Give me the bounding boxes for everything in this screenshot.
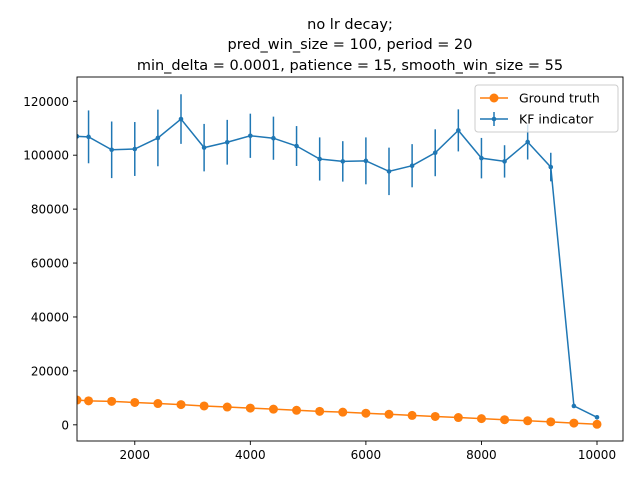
x-tick-label: 6000: [351, 448, 382, 462]
y-tick-label: 120000: [23, 95, 69, 109]
ground-truth-point: [292, 405, 302, 415]
kf-indicator-point: [248, 133, 253, 139]
ground-truth-point: [130, 397, 140, 407]
legend-ground-truth-label: Ground truth: [519, 91, 600, 106]
kf-indicator-point: [594, 414, 600, 420]
ground-truth-point: [107, 396, 117, 406]
chart-title: no lr decay; pred_win_size = 100, period…: [137, 17, 563, 74]
kf-indicator-point: [479, 155, 484, 161]
ground-truth-point: [500, 415, 510, 425]
kf-indicator-point: [502, 159, 507, 164]
legend-kf-marker: [491, 116, 497, 122]
kf-indicator-point: [432, 150, 438, 156]
ground-truth-point: [546, 417, 556, 427]
axes: 2000 4000 6000 8000 100000200004000060000800…: [23, 76, 624, 462]
x-tick-label: 8000: [466, 448, 497, 462]
ground-truth-point: [523, 416, 533, 426]
title-line-1: no lr decay;: [307, 17, 393, 33]
y-tick-label: 60000: [31, 257, 69, 271]
y-tick-label: 100000: [23, 149, 69, 163]
title-line-2: pred_win_size = 100, period = 20: [228, 37, 473, 53]
ground-truth-point: [176, 400, 186, 410]
legend: Ground truth KF indicator: [474, 84, 619, 133]
kf-indicator-point: [201, 145, 207, 150]
kf-indicator-point: [155, 135, 161, 141]
kf-indicator-point: [525, 139, 530, 145]
kf-indicator-point: [409, 163, 415, 169]
series-ground-truth: [77, 395, 602, 429]
axes-frame: [76, 76, 624, 442]
kf-indicator-point: [340, 159, 346, 164]
kf-indicator-point: [109, 147, 114, 153]
ground-truth-point: [407, 410, 417, 420]
kf-indicator-point: [77, 134, 80, 139]
ground-truth-point: [453, 413, 463, 423]
y-tick-label: 0: [61, 418, 69, 432]
kf-indicator-point: [548, 164, 554, 170]
ground-truth-point: [569, 418, 579, 428]
kf-indicator-point: [294, 143, 299, 149]
x-tick-label: 10000: [578, 448, 616, 462]
x-tick-label: 4000: [235, 448, 266, 462]
legend-ground-truth-marker: [489, 93, 499, 103]
kf-indicator-point: [456, 128, 461, 133]
plot-area: [77, 94, 602, 429]
ground-truth-point: [77, 395, 82, 405]
kf-indicator-point: [224, 139, 230, 145]
kf-indicator-point: [317, 156, 322, 162]
y-tick-label: 80000: [31, 203, 69, 217]
ground-truth-point: [268, 404, 278, 414]
ground-truth-point: [222, 402, 232, 412]
ground-truth-point: [84, 396, 94, 406]
kf-indicator-line: [77, 118, 598, 418]
ground-truth-point: [430, 411, 440, 421]
ground-truth-point: [476, 414, 486, 424]
kf-indicator-point: [271, 135, 276, 141]
y-tick-label: 20000: [31, 364, 69, 378]
ground-truth-point: [384, 409, 394, 419]
ground-truth-point: [361, 408, 371, 418]
ground-truth-point: [199, 401, 209, 411]
ground-truth-point: [338, 407, 348, 417]
title-line-3: min_delta = 0.0001, patience = 15, smoot…: [137, 58, 563, 74]
ground-truth-point: [315, 406, 325, 416]
ground-truth-point: [592, 419, 602, 429]
kf-indicator-point: [571, 403, 577, 409]
y-tick-label: 40000: [31, 310, 69, 324]
legend-box: [474, 84, 619, 133]
kf-indicator-point: [386, 169, 392, 174]
kf-indicator-point: [86, 134, 91, 140]
legend-kf-label: KF indicator: [519, 112, 594, 127]
x-tick-label: 2000: [120, 448, 151, 462]
series-kf-indicator: [77, 94, 600, 420]
ground-truth-point: [245, 403, 255, 413]
kf-indicator-point: [132, 146, 138, 152]
kf-indicator-point: [178, 116, 184, 122]
kf-indicator-point: [363, 158, 369, 164]
ground-truth-point: [153, 399, 163, 409]
